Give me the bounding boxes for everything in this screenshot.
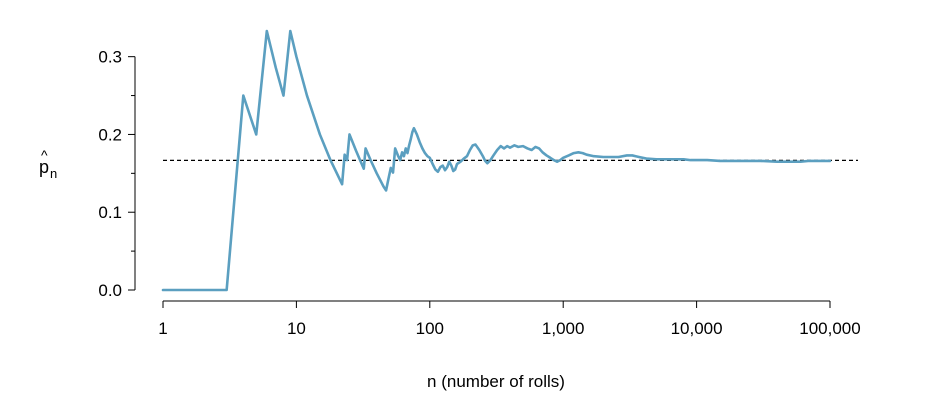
x-tick-label: 100 <box>416 319 444 338</box>
series-line-0 <box>161 29 832 292</box>
y-tick-label: 0.1 <box>98 203 122 222</box>
y-axis: 0.0 0.1 0.2 0.3 <box>98 48 136 300</box>
y-tick-label: 0.2 <box>98 125 122 144</box>
x-tick-label: 100,000 <box>799 319 860 338</box>
x-tick-label: 1 <box>158 319 167 338</box>
y-tick-label: 0.0 <box>98 281 122 300</box>
y-axis-title-subscript: n <box>50 166 57 181</box>
y-axis-title-hat: ^ <box>41 147 48 163</box>
x-tick-label: 10 <box>287 319 306 338</box>
y-axis-title-main: p <box>39 157 49 177</box>
x-axis-title: n (number of rolls) <box>427 372 565 391</box>
series-layer <box>161 29 832 292</box>
x-tick-label: 10,000 <box>671 319 723 338</box>
x-tick-label: 1,000 <box>542 319 585 338</box>
x-axis: 1 10 100 1,000 10,000 100,000 <box>158 300 861 338</box>
y-tick-label: 0.3 <box>98 48 122 67</box>
y-axis-title: p ^ n <box>39 147 57 181</box>
